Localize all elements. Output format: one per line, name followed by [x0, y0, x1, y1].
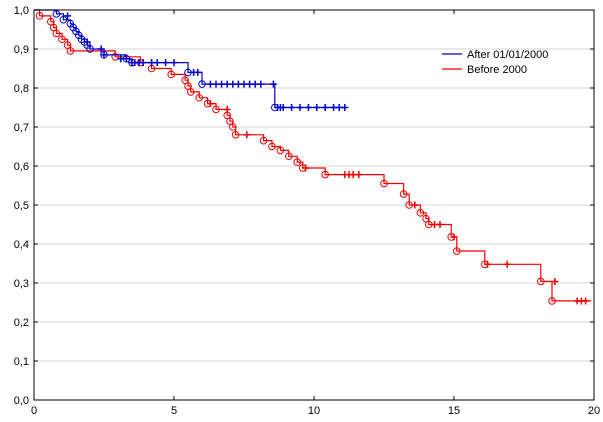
event-marker	[52, 29, 61, 38]
event-marker	[231, 131, 240, 139]
censor-marker	[170, 59, 178, 67]
legend-label-0: After 01/01/2000	[467, 49, 548, 61]
censor-marker	[296, 104, 304, 111]
censor-marker	[304, 104, 312, 111]
y-tick-label: 0,8	[14, 83, 29, 95]
y-tick-label: 0,3	[14, 278, 29, 290]
y-tick-label: 0,4	[14, 239, 29, 251]
event-marker	[66, 47, 75, 55]
censor-marker	[288, 104, 296, 111]
censor-marker	[206, 100, 214, 108]
x-tick-label: 5	[171, 405, 177, 417]
censor-marker	[436, 221, 444, 228]
censor-marker	[279, 104, 287, 111]
axes: 0,0 0,1 0,2 0,3 0,4 0,5 0,6 0,7 0,8 0,9 1,0 0 5 10 15 2…	[14, 5, 600, 417]
event-marker	[212, 105, 220, 114]
censor-marker	[139, 59, 147, 67]
censor-marker	[97, 45, 105, 53]
survival-step-line	[34, 9, 345, 109]
y-tick-label: 0,9	[14, 44, 29, 56]
event-marker	[52, 10, 61, 18]
event-marker	[195, 93, 203, 102]
censor-marker	[243, 131, 251, 139]
censor-marker	[302, 164, 310, 172]
censor-marker	[341, 104, 349, 111]
event-marker	[453, 247, 461, 255]
event-marker	[399, 190, 408, 198]
censor-marker	[582, 297, 590, 305]
event-marker	[276, 146, 285, 155]
censor-marker	[100, 51, 108, 59]
x-tick-label: 0	[31, 405, 37, 417]
censor-marker	[194, 68, 202, 76]
censor-marker	[153, 59, 161, 67]
censor-marker	[64, 12, 72, 20]
y-tick-label: 0,7	[14, 122, 29, 134]
event-marker	[416, 209, 425, 217]
censor-marker	[269, 80, 277, 88]
censor-marker	[83, 38, 91, 46]
legend: After 01/01/2000 Before 2000	[442, 49, 548, 76]
x-tick-label: 20	[588, 405, 600, 417]
event-marker	[35, 12, 44, 20]
event-marker	[537, 277, 545, 286]
event-marker	[548, 297, 556, 305]
censor-marker	[313, 104, 321, 111]
censor-marker	[223, 105, 231, 113]
event-marker	[229, 123, 237, 131]
y-tick-label: 0,2	[14, 317, 29, 329]
event-marker	[259, 136, 268, 145]
censor-marker	[503, 260, 511, 268]
y-tick-label: 0,5	[14, 200, 29, 212]
event-marker	[86, 45, 94, 53]
censor-marker	[411, 201, 419, 209]
censor-marker	[321, 104, 329, 111]
event-marker	[198, 80, 206, 88]
event-marker	[321, 170, 330, 179]
y-tick-label: 0,1	[14, 356, 29, 368]
censor-marker	[122, 55, 130, 63]
event-marker	[111, 53, 119, 61]
event-marker	[58, 35, 66, 44]
censor-marker	[484, 260, 492, 268]
event-marker	[59, 15, 68, 24]
x-tick-label: 10	[308, 405, 320, 417]
event-marker	[285, 152, 293, 161]
censor-marker	[551, 277, 559, 285]
censor-marker	[450, 233, 458, 241]
censor-marker	[257, 80, 265, 88]
series-0	[34, 9, 349, 112]
event-marker	[187, 88, 195, 96]
censor-marker	[162, 59, 170, 67]
event-marker	[268, 142, 276, 151]
y-tick-label: 1,0	[14, 5, 29, 17]
censor-marker	[355, 171, 363, 179]
legend-label-1: Before 2000	[467, 64, 527, 76]
y-tick-label: 0,0	[14, 395, 29, 407]
y-tick-label: 0,6	[14, 161, 29, 173]
series-layer	[34, 9, 592, 305]
event-marker	[293, 158, 302, 166]
x-tick-label: 15	[448, 405, 460, 417]
event-marker	[380, 179, 388, 188]
event-marker	[167, 70, 175, 79]
